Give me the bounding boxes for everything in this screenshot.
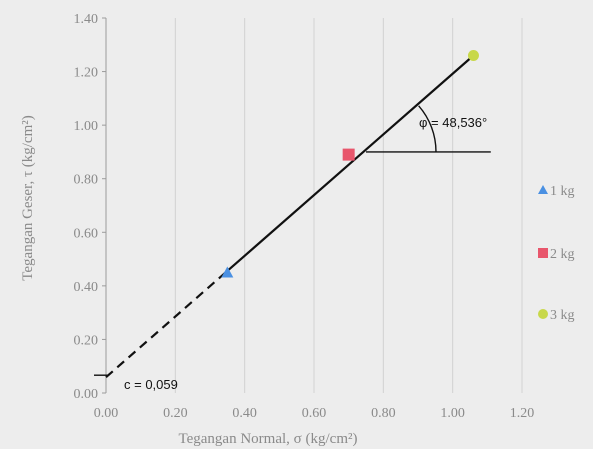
x-tick-label-6: 1.20 — [510, 406, 535, 421]
y-tick-label-4: 0.80 — [74, 173, 99, 188]
y-tick-label-6: 1.20 — [74, 66, 99, 81]
data-points — [221, 50, 479, 278]
x-axis-title: Tegangan Normal, σ (kg/cm²) — [179, 431, 358, 447]
x-tick-label-5: 1.00 — [440, 406, 465, 421]
legend-label-2kg: 2 kg — [550, 247, 575, 262]
cohesion-label: c = 0,059 — [124, 377, 178, 392]
annotations: c = 0,059 φ = 48,536° — [124, 105, 491, 392]
point-3kg — [467, 50, 479, 61]
legend-label-1kg: 1 kg — [550, 184, 575, 199]
grid-lines — [174, 18, 523, 393]
y-tick-labels: 0.00 0.20 0.40 0.60 0.80 1.00 1.20 1.40 — [74, 12, 99, 402]
failure-envelope — [94, 54, 475, 379]
legend-marker-3kg — [538, 309, 548, 319]
point-2kg — [342, 148, 355, 161]
legend-marker-1kg — [538, 185, 548, 194]
x-tick-label-0: 0.00 — [94, 406, 119, 421]
legend-label-3kg: 3 kg — [550, 308, 575, 323]
friction-angle-label: φ = 48,536° — [419, 115, 487, 130]
envelope-dashed-line — [105, 270, 229, 379]
y-tick-label-0: 0.00 — [74, 387, 99, 402]
y-tick-label-3: 0.60 — [74, 226, 99, 241]
x-tick-label-2: 0.40 — [232, 406, 257, 421]
x-tick-labels: 0.00 0.20 0.40 0.60 0.80 1.00 1.20 — [94, 406, 535, 421]
legend: 1 kg 2 kg 3 kg — [538, 184, 575, 323]
y-tick-label-1: 0.20 — [74, 333, 99, 348]
y-tick-label-7: 1.40 — [74, 12, 99, 27]
y-tick-label-5: 1.00 — [74, 119, 99, 134]
x-tick-label-4: 0.80 — [371, 406, 396, 421]
x-tick-label-1: 0.20 — [163, 406, 188, 421]
x-tick-label-3: 0.60 — [302, 406, 327, 421]
y-tick-label-2: 0.40 — [74, 280, 99, 295]
angle-arc — [418, 105, 437, 152]
point-1kg — [221, 266, 234, 278]
envelope-solid-line — [226, 54, 475, 272]
legend-marker-2kg — [538, 248, 548, 258]
axes — [102, 17, 107, 394]
y-axis-title: Tegangan Geser, τ (kg/cm²) — [20, 115, 36, 280]
